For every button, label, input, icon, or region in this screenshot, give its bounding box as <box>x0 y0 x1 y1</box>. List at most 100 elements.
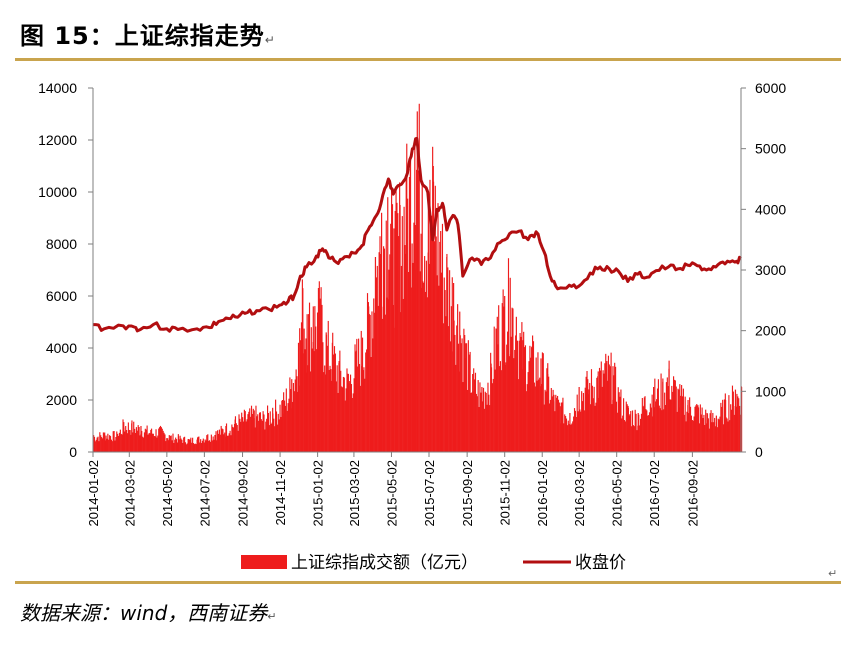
volume-bar <box>285 388 287 452</box>
volume-bar <box>171 440 173 452</box>
volume-bar <box>223 434 225 452</box>
volume-bar <box>591 385 593 452</box>
volume-bar <box>716 427 718 452</box>
volume-bar <box>385 220 387 452</box>
volume-bar <box>114 440 116 452</box>
volume-bar <box>693 416 695 452</box>
volume-bar <box>565 416 567 452</box>
volume-bar <box>202 438 204 452</box>
volume-bar <box>190 437 192 452</box>
volume-bar <box>336 365 338 452</box>
volume-bar <box>235 423 237 452</box>
volume-bar <box>230 435 232 452</box>
volume-bar <box>449 270 451 452</box>
volume-bar <box>646 410 648 452</box>
volume-bar <box>271 422 273 452</box>
volume-bar <box>421 181 423 452</box>
volume-bar <box>695 405 697 452</box>
volume-bar <box>520 336 522 452</box>
volume-bar <box>275 399 277 452</box>
volume-bar <box>525 391 527 452</box>
volume-bar <box>237 430 239 452</box>
volume-bar <box>521 322 523 452</box>
volume-bar <box>211 440 213 452</box>
volume-bar <box>284 405 286 452</box>
volume-bar <box>205 440 207 452</box>
volume-bar <box>445 316 447 452</box>
volume-bar <box>595 402 597 452</box>
volume-bar <box>534 386 536 452</box>
volume-bar <box>274 426 276 452</box>
volume-bar <box>394 210 396 452</box>
volume-bar <box>256 416 258 452</box>
volume-bar <box>258 412 261 452</box>
volume-bar <box>302 288 304 452</box>
volume-bar <box>315 326 317 452</box>
volume-bar <box>209 441 212 452</box>
volume-bar <box>506 344 508 452</box>
volume-bar <box>613 375 615 452</box>
volume-bar <box>201 440 204 452</box>
volume-bar <box>714 417 716 452</box>
volume-bar <box>380 254 382 452</box>
volume-bar <box>253 410 255 452</box>
volume-bar <box>434 185 436 452</box>
volume-bar <box>637 413 639 452</box>
volume-bar <box>471 392 473 452</box>
x-tick-label: 2015-09-02 <box>460 460 475 527</box>
volume-bar <box>311 348 313 452</box>
volume-bar <box>725 400 727 452</box>
volume-bar <box>708 428 710 452</box>
volume-bar <box>736 393 738 452</box>
volume-bar <box>142 436 144 452</box>
volume-bar <box>675 386 677 452</box>
volume-bar <box>281 400 284 452</box>
volume-bar <box>242 421 245 452</box>
volume-bar <box>266 418 268 452</box>
volume-bar <box>498 305 500 452</box>
volume-bar <box>279 404 281 452</box>
volume-bar <box>323 372 325 452</box>
volume-bar <box>172 433 174 452</box>
volume-bar <box>556 397 558 452</box>
volume-bar <box>517 379 519 452</box>
volume-bar <box>157 435 159 452</box>
volume-bar <box>720 402 722 452</box>
volume-bar <box>550 388 552 452</box>
volume-bar <box>148 433 150 452</box>
volume-bar <box>530 357 532 452</box>
volume-bar <box>413 222 415 452</box>
volume-bar <box>512 308 514 452</box>
volume-bar <box>538 379 540 452</box>
volume-bar <box>166 438 168 452</box>
volume-bar <box>141 430 143 452</box>
volume-bar <box>297 342 300 452</box>
volume-bar <box>313 351 315 452</box>
volume-bar <box>104 432 106 452</box>
legend-label-close: 收盘价 <box>575 553 626 572</box>
x-tick-label: 2014-07-02 <box>197 460 212 527</box>
volume-bar <box>287 403 289 452</box>
volume-bar <box>416 169 418 452</box>
volume-bar <box>542 353 544 452</box>
volume-bar <box>474 379 476 452</box>
volume-bar <box>660 373 662 452</box>
volume-bar <box>415 225 417 452</box>
volume-bar <box>572 421 574 452</box>
volume-bar <box>334 353 336 452</box>
volume-bar <box>326 345 328 452</box>
volume-bar <box>176 442 179 452</box>
legend-label-volume: 上证综指成交额（亿元） <box>291 553 478 572</box>
volume-bar <box>573 408 576 452</box>
volume-bar <box>228 433 230 452</box>
volume-bar <box>698 423 701 452</box>
volume-bar <box>343 377 345 452</box>
volume-bar <box>441 272 443 452</box>
volume-bar <box>335 381 337 452</box>
chart-svg: 0 2000 4000 6000 8000 10000 12000 14000 0 1000 200… <box>38 80 786 572</box>
volume-bar <box>153 436 155 452</box>
volume-bar <box>475 393 477 452</box>
volume-bar <box>692 420 694 452</box>
volume-bar <box>306 314 308 452</box>
volume-bar <box>357 366 359 452</box>
